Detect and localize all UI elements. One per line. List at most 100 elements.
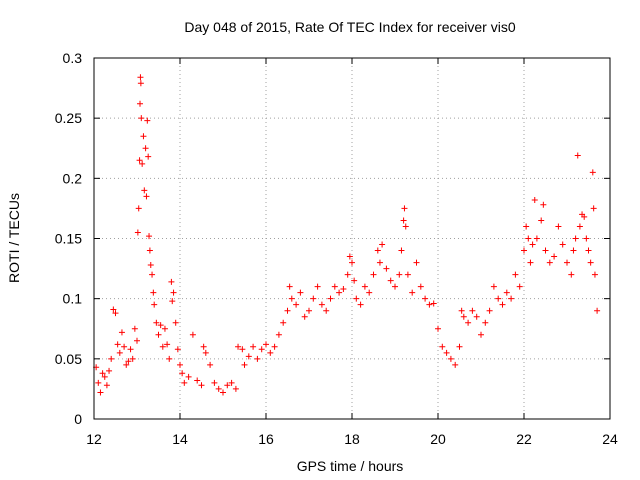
roti-point [587,259,594,266]
roti-point [398,247,405,254]
roti-point [379,241,386,248]
roti-point [594,307,601,314]
roti-point [179,370,186,377]
y-tick-label: 0.15 [55,231,82,247]
roti-point [159,343,166,350]
roti-point [327,295,334,302]
x-tick-label: 16 [258,431,274,447]
roti-point [374,247,381,254]
roti-point [581,213,588,220]
roti-point [140,133,147,140]
roti-point [297,289,304,296]
roti-point [499,301,506,308]
roti-point [123,361,130,368]
roti-point [166,355,173,362]
roti-point [134,229,141,236]
y-tick-label: 0.2 [63,170,83,186]
roti-point [555,223,562,230]
x-axis-ticks: 12 14 16 18 20 22 24 [86,58,618,447]
roti-point [142,145,149,152]
roti-point [280,319,287,326]
roti-point [161,325,168,332]
roti-point [198,382,205,389]
roti-point [443,349,450,356]
roti-point [396,271,403,278]
roti-point [155,331,162,338]
roti-point [527,259,534,266]
roti-point [413,259,420,266]
roti-point [172,319,179,326]
roti-point [143,193,150,200]
roti-point [164,341,171,348]
roti-point [452,361,459,368]
roti-point [366,289,373,296]
roti-point [267,349,274,356]
roti-point [512,271,519,278]
roti-point [370,271,377,278]
roti-point [568,271,575,278]
roti-point [137,100,144,107]
roti-point [318,301,325,308]
y-tick-label: 0.25 [55,110,82,126]
roti-point [503,289,510,296]
roti-point [202,349,209,356]
roti-point [559,241,566,248]
roti-point [136,157,143,164]
x-tick-label: 22 [516,431,532,447]
roti-point [351,277,358,284]
roti-point [310,295,317,302]
roti-point [439,343,446,350]
roti-point [387,277,394,284]
roti-point [523,223,530,230]
roti-point [323,307,330,314]
roti-point [538,217,545,224]
roti-point [250,343,257,350]
roti-point [129,355,136,362]
roti-point [232,385,239,392]
roti-point [353,295,360,302]
roti-point [127,346,134,353]
roti-point [402,223,409,230]
y-tick-label: 0 [74,411,82,427]
roti-point [508,295,515,302]
roti-point [591,271,598,278]
roti-point [357,301,364,308]
roti-point [521,247,527,254]
roti-point [189,331,196,338]
roti-point [525,235,532,242]
roti-point [271,343,278,350]
roti-point [144,117,151,124]
x-tick-label: 18 [344,431,360,447]
roti-point [284,307,291,314]
roti-point [121,343,128,350]
roti-point [106,367,113,374]
roti-point [574,152,581,159]
roti-point [116,349,123,356]
roti-point [409,289,416,296]
roti-point [241,361,248,368]
roti-point [314,283,321,290]
roti-point [529,241,536,248]
x-tick-label: 12 [86,431,102,447]
roti-point [207,361,214,368]
roti-point [361,283,368,290]
roti-point [141,187,148,194]
roti-point [456,343,463,350]
roti-point [564,259,570,266]
roti-point [131,325,138,332]
roti-point [151,301,158,308]
roti-point [200,343,207,350]
roti-point [101,373,108,380]
roti-point [589,169,596,176]
roti-point [103,382,110,389]
roti-point [118,329,125,336]
roti-point [533,235,540,242]
roti-point [293,301,300,308]
roti-point [306,307,312,314]
x-tick-label: 14 [172,431,188,447]
roti-point [478,331,484,338]
roti-point [181,379,188,386]
roti-point [99,370,106,377]
roti-point [551,253,558,260]
